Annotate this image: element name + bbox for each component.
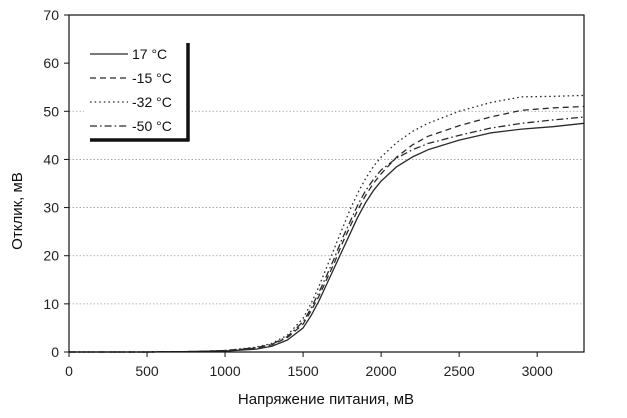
series-line <box>69 116 585 353</box>
y-tick-label: 10 <box>43 296 59 312</box>
x-tick-label: 3000 <box>522 363 553 379</box>
legend-label: 17 °C <box>132 46 167 62</box>
y-tick-label: 20 <box>43 248 59 264</box>
x-tick-label: 1500 <box>288 363 319 379</box>
legend-label: -15 °C <box>132 70 172 86</box>
y-axis-title: Отклик, мВ <box>9 172 26 250</box>
series-line <box>69 105 585 353</box>
tick-layer: 0 500 1000 1500 2000 2500 3000 0 10 20 30 40 50 60 70 <box>43 7 553 379</box>
series-line <box>69 122 585 353</box>
legend-label: -50 °C <box>132 118 172 134</box>
x-tick-label: 2000 <box>366 363 397 379</box>
y-tick-label: 0 <box>51 344 59 360</box>
legend-label: -32 °C <box>132 94 172 110</box>
y-tick-label: 60 <box>43 55 59 71</box>
y-tick-label: 40 <box>43 151 59 167</box>
y-tick-label: 50 <box>43 103 59 119</box>
y-tick-label: 70 <box>43 7 59 23</box>
x-tick-label: 2500 <box>444 363 475 379</box>
plot-frame <box>68 14 585 353</box>
legend: 17 °C -15 °C -32 °C -50 °C <box>84 43 190 142</box>
x-tick-label: 1000 <box>209 363 240 379</box>
x-tick-label: 500 <box>135 363 159 379</box>
x-axis-title: Напряжение питания, мВ <box>238 391 414 408</box>
series-layer <box>69 94 585 353</box>
y-tick-label: 30 <box>43 200 59 216</box>
x-tick-label: 0 <box>65 363 73 379</box>
legend-box <box>84 43 186 138</box>
